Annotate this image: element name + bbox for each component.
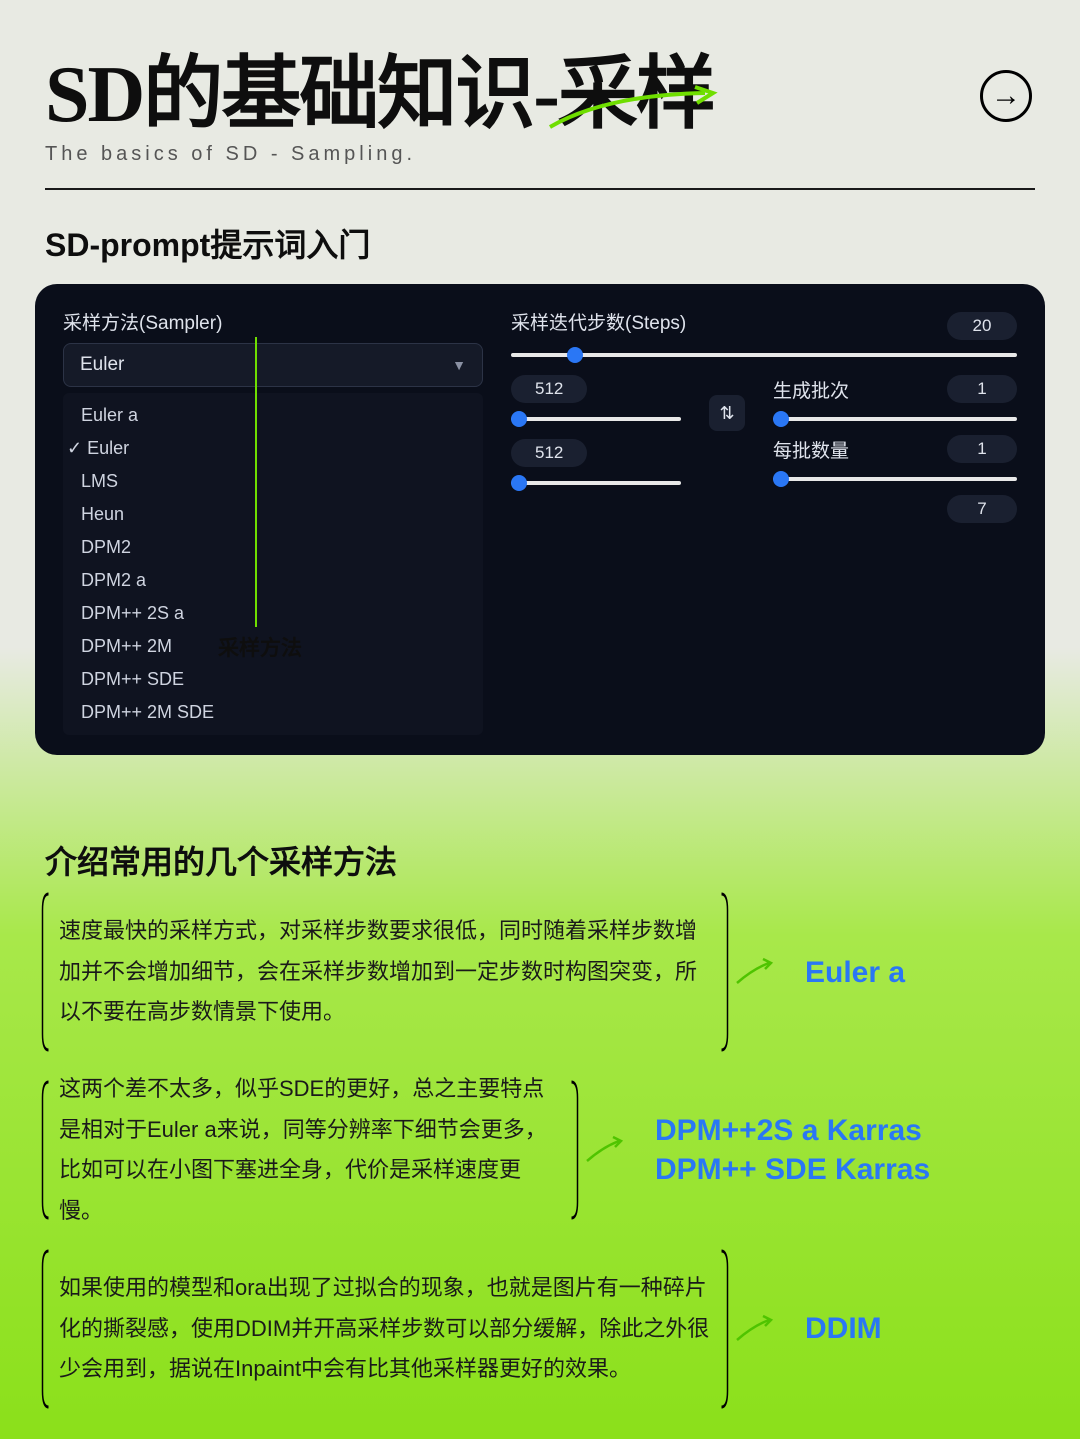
method-row: 如果使用的模型和ora出现了过拟合的现象，也就是图片有一种碎片化的撕裂感，使用D… bbox=[45, 1264, 1035, 1394]
sd-ui-panel: 采样方法(Sampler) Euler ▼ Euler aEulerLMSHeu… bbox=[35, 284, 1045, 755]
cfg-value[interactable]: 7 bbox=[947, 495, 1017, 523]
steps-slider[interactable] bbox=[511, 353, 1017, 357]
dropdown-item[interactable]: DPM++ 2M SDE bbox=[63, 696, 483, 729]
dropdown-item[interactable]: Euler bbox=[63, 432, 483, 465]
sampler-dropdown: Euler aEulerLMSHeunDPM2DPM2 aDPM++ 2S a D… bbox=[63, 393, 483, 735]
swap-dimensions-button[interactable]: ⇅ bbox=[709, 395, 745, 431]
method-row: 速度最快的采样方式，对采样步数要求很低，同时随着采样步数增加并不会增加细节，会在… bbox=[45, 907, 1035, 1037]
dropdown-item[interactable]: Heun bbox=[63, 498, 483, 531]
arrow-icon bbox=[585, 1135, 625, 1165]
next-page-icon[interactable] bbox=[980, 70, 1032, 122]
method-name: Euler a bbox=[805, 953, 1035, 992]
callout-line bbox=[255, 337, 257, 627]
arrow-icon bbox=[735, 957, 775, 987]
batch-size-slider[interactable] bbox=[773, 477, 1017, 481]
dropdown-item[interactable]: DPM2 a bbox=[63, 564, 483, 597]
sampler-selected-value: Euler bbox=[80, 354, 124, 376]
dropdown-item[interactable]: DPM++ SDE bbox=[63, 663, 483, 696]
batch-count-slider[interactable] bbox=[773, 417, 1017, 421]
header: SD的基础知识-采样 The basics of SD - Sampling. bbox=[0, 0, 1080, 176]
height-value[interactable]: 512 bbox=[511, 439, 587, 467]
sampler-label: 采样方法(Sampler) bbox=[63, 308, 483, 335]
method-desc: 速度最快的采样方式，对采样步数要求很低，同时随着采样步数增加并不会增加细节，会在… bbox=[45, 907, 725, 1037]
section-title-prompt: SD-prompt提示词入门 bbox=[45, 220, 1035, 266]
dropdown-item[interactable]: DPM++ 2S a bbox=[63, 597, 483, 630]
dropdown-item[interactable]: Euler a bbox=[63, 399, 483, 432]
method-name: DDIM bbox=[805, 1309, 1035, 1348]
method-desc: 这两个差不太多，似乎SDE的更好，总之主要特点是相对于Euler a来说，同等分… bbox=[45, 1065, 575, 1236]
batch-count-value[interactable]: 1 bbox=[947, 375, 1017, 403]
method-name: DPM++2S a KarrasDPM++ SDE Karras bbox=[655, 1111, 1035, 1189]
section-title-methods: 介绍常用的几个采样方法 bbox=[45, 837, 1035, 883]
divider bbox=[45, 188, 1035, 190]
dropdown-item[interactable]: DPM2 bbox=[63, 531, 483, 564]
width-slider[interactable] bbox=[511, 417, 681, 421]
page-title: SD的基础知识-采样 bbox=[45, 55, 1035, 135]
dropdown-item[interactable]: LMS bbox=[63, 465, 483, 498]
sampler-select[interactable]: Euler ▼ bbox=[63, 343, 483, 387]
method-desc: 如果使用的模型和ora出现了过拟合的现象，也就是图片有一种碎片化的撕裂感，使用D… bbox=[45, 1264, 725, 1394]
height-slider[interactable] bbox=[511, 481, 681, 485]
page-subtitle: The basics of SD - Sampling. bbox=[45, 143, 1035, 166]
steps-value-pill[interactable]: 20 bbox=[947, 312, 1017, 340]
steps-label: 采样迭代步数(Steps) bbox=[511, 308, 686, 335]
callout-label: 采样方法 bbox=[218, 632, 302, 662]
width-value[interactable]: 512 bbox=[511, 375, 587, 403]
arrow-icon bbox=[735, 1314, 775, 1344]
batch-size-value[interactable]: 1 bbox=[947, 435, 1017, 463]
chevron-down-icon: ▼ bbox=[452, 357, 466, 373]
batch-size-label: 每批数量 bbox=[773, 436, 851, 463]
method-row: 这两个差不太多，似乎SDE的更好，总之主要特点是相对于Euler a来说，同等分… bbox=[45, 1065, 1035, 1236]
batch-count-label: 生成批次 bbox=[773, 376, 851, 403]
